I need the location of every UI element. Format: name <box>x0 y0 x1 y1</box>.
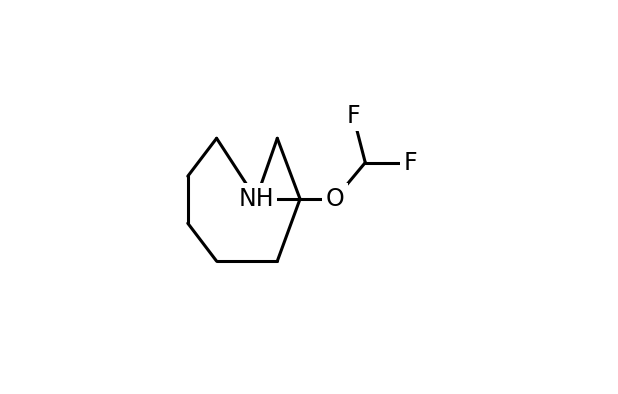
Text: F: F <box>346 104 360 128</box>
Text: F: F <box>404 151 418 175</box>
Text: O: O <box>326 187 344 211</box>
Text: NH: NH <box>238 187 274 211</box>
